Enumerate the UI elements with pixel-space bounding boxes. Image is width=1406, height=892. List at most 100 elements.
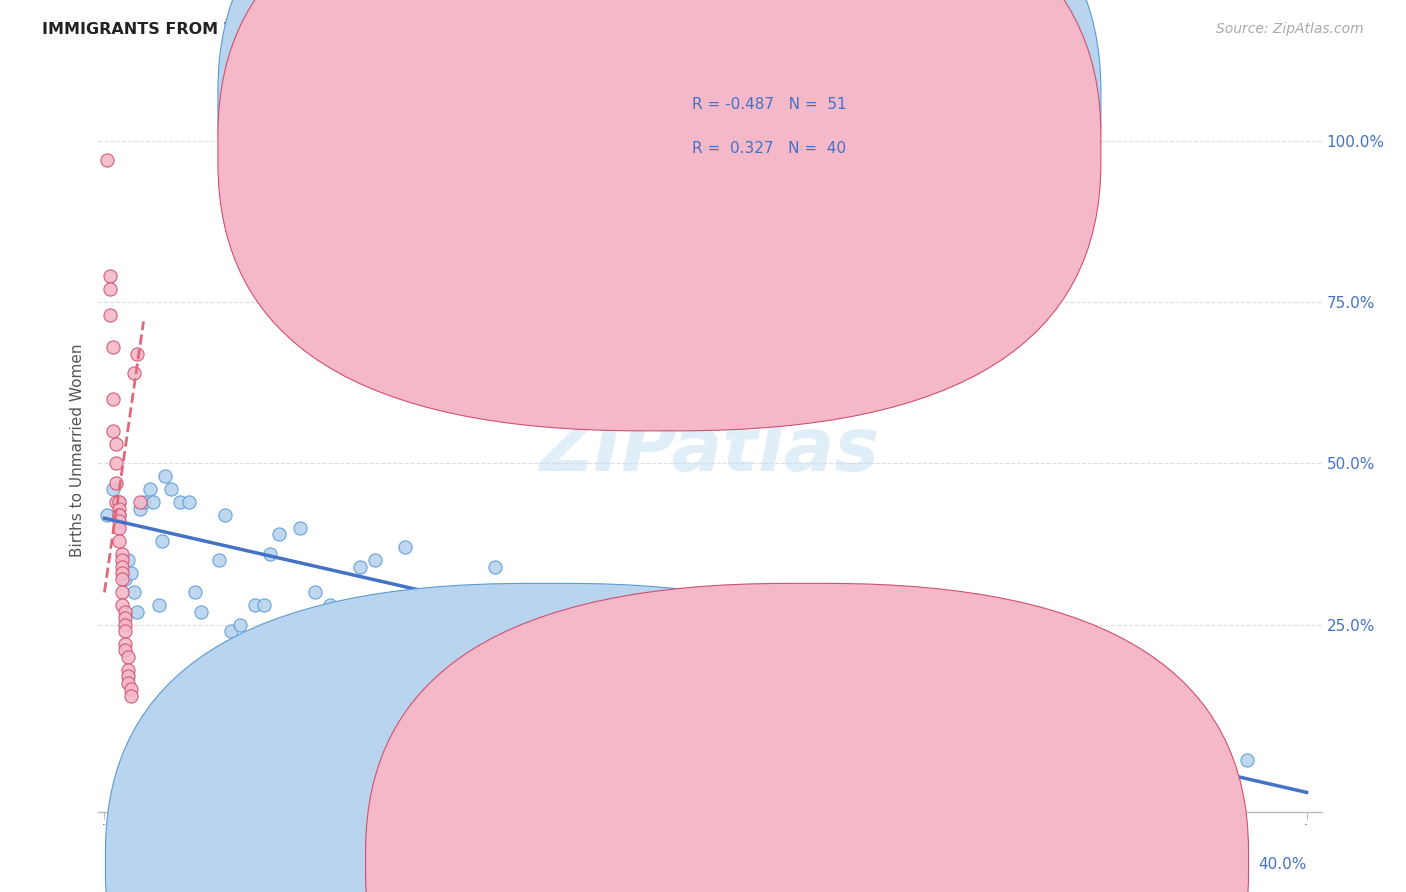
- Point: [484, 559, 506, 574]
- Point: [103, 392, 125, 406]
- Point: [114, 643, 136, 657]
- Point: [193, 657, 215, 671]
- Point: [1236, 753, 1258, 767]
- Point: [108, 521, 131, 535]
- Point: [439, 682, 461, 697]
- Point: [138, 482, 160, 496]
- Point: [111, 585, 134, 599]
- Point: [96, 153, 118, 168]
- Point: [148, 599, 170, 613]
- Point: [222, 643, 245, 657]
- Point: [169, 495, 191, 509]
- Text: R = -0.487   N =  51: R = -0.487 N = 51: [692, 97, 846, 112]
- Point: [108, 515, 131, 529]
- Point: [108, 501, 131, 516]
- Point: [121, 689, 143, 703]
- Point: [394, 540, 416, 554]
- Point: [114, 624, 136, 639]
- Point: [219, 624, 242, 639]
- Point: [454, 649, 477, 664]
- Point: [208, 553, 231, 567]
- Point: [214, 508, 236, 522]
- Point: [108, 495, 131, 509]
- Text: Source: ZipAtlas.com: Source: ZipAtlas.com: [1216, 22, 1364, 37]
- Point: [243, 599, 266, 613]
- Point: [103, 424, 125, 438]
- Point: [129, 501, 152, 516]
- Point: [105, 495, 128, 509]
- Point: [117, 553, 139, 567]
- Text: ZIPatlas: ZIPatlas: [540, 414, 880, 487]
- Point: [129, 495, 152, 509]
- Point: [111, 599, 134, 613]
- Point: [111, 553, 134, 567]
- Point: [259, 547, 281, 561]
- Point: [117, 675, 139, 690]
- Point: [114, 617, 136, 632]
- Point: [349, 559, 371, 574]
- Text: 40.0%: 40.0%: [1258, 857, 1306, 871]
- Point: [117, 669, 139, 683]
- Point: [111, 547, 134, 561]
- Point: [103, 340, 125, 354]
- Point: [100, 269, 122, 284]
- Point: [634, 682, 657, 697]
- Point: [100, 308, 122, 322]
- Point: [141, 495, 163, 509]
- Point: [111, 566, 134, 580]
- Point: [574, 649, 596, 664]
- Point: [267, 527, 290, 541]
- Y-axis label: Births to Unmarried Women: Births to Unmarried Women: [69, 343, 84, 558]
- Point: [108, 508, 131, 522]
- Point: [183, 585, 205, 599]
- Point: [127, 605, 149, 619]
- Point: [423, 663, 446, 677]
- Point: [177, 495, 200, 509]
- Point: [108, 533, 131, 548]
- Point: [333, 657, 356, 671]
- Point: [605, 657, 627, 671]
- Text: Immigrants from Western Asia: Immigrants from Western Asia: [575, 855, 808, 870]
- Point: [253, 599, 276, 613]
- Text: IMMIGRANTS FROM WESTERN ASIA VS BERMUDAN BIRTHS TO UNMARRIED WOMEN CORRELATION C: IMMIGRANTS FROM WESTERN ASIA VS BERMUDAN…: [42, 22, 990, 37]
- Point: [274, 649, 297, 664]
- Point: [378, 657, 401, 671]
- Point: [100, 282, 122, 296]
- Point: [515, 663, 537, 677]
- Point: [105, 456, 128, 470]
- Point: [114, 605, 136, 619]
- Point: [121, 682, 143, 697]
- Point: [103, 482, 125, 496]
- Point: [105, 475, 128, 490]
- Point: [364, 553, 387, 567]
- Point: [111, 559, 134, 574]
- Point: [105, 437, 128, 451]
- Point: [409, 669, 432, 683]
- Point: [190, 605, 212, 619]
- Point: [114, 611, 136, 625]
- Point: [153, 469, 176, 483]
- Point: [304, 585, 326, 599]
- Text: Bermudans: Bermudans: [835, 855, 922, 870]
- Point: [228, 617, 250, 632]
- Point: [124, 366, 146, 380]
- Point: [108, 495, 131, 509]
- Point: [288, 521, 311, 535]
- Point: [319, 599, 342, 613]
- Point: [114, 573, 136, 587]
- Point: [117, 663, 139, 677]
- Point: [132, 495, 155, 509]
- Point: [159, 482, 181, 496]
- Point: [127, 347, 149, 361]
- Point: [121, 566, 143, 580]
- Point: [117, 649, 139, 664]
- Point: [124, 585, 146, 599]
- Point: [150, 533, 173, 548]
- Text: 0.0%: 0.0%: [104, 857, 143, 871]
- Point: [108, 508, 131, 522]
- Point: [544, 657, 567, 671]
- Text: R =  0.327   N =  40: R = 0.327 N = 40: [692, 142, 846, 156]
- Point: [114, 637, 136, 651]
- Point: [845, 747, 868, 761]
- Point: [96, 508, 118, 522]
